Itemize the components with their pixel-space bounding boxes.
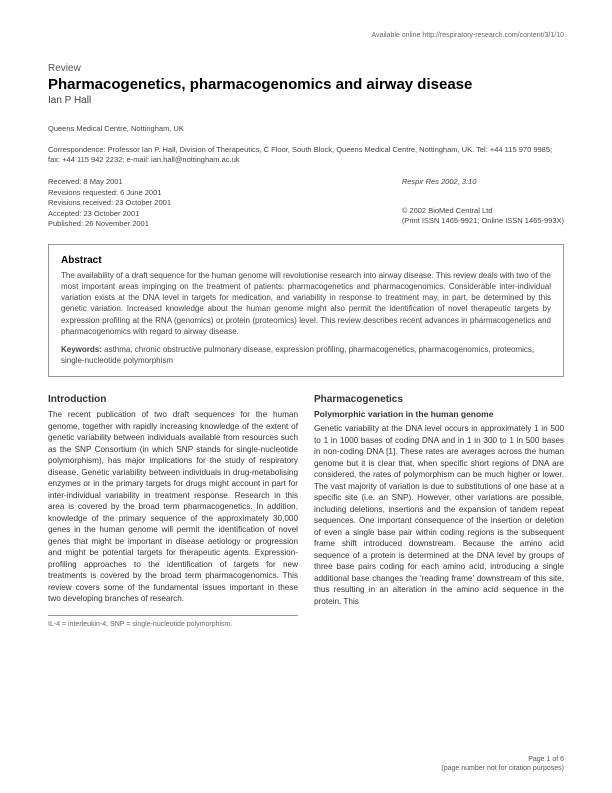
keywords-label: Keywords: [61,345,102,354]
dates-left: Received: 8 May 2001 Revisions requested… [48,177,171,230]
author-name: Ian P Hall [48,95,564,106]
correspondence: Correspondence: Professor Ian P. Hall, D… [48,145,564,165]
date-revisions-requested: Revisions requested: 6 June 2001 [48,188,171,199]
abstract-heading: Abstract [61,255,551,266]
date-published: Published: 26 November 2001 [48,219,171,230]
article-type: Review [48,63,564,74]
journal-info: Respir Res 2002, 3:10 © 2002 BioMed Cent… [402,177,564,230]
date-received: Received: 8 May 2001 [48,177,171,188]
available-online-header: Available online http://respiratory-rese… [48,32,564,39]
journal-citation: Respir Res 2002, 3:10 [402,177,564,188]
pharmacogenetics-text: Genetic variability at the DNA level occ… [314,423,564,607]
abbreviations: IL-4 = interleukin-4; SNP = single-nucle… [48,615,298,630]
pharmacogenetics-heading: Pharmacogenetics [314,393,564,407]
affiliation: Queens Medical Centre, Nottingham, UK [48,124,564,133]
date-accepted: Accepted: 23 October 2001 [48,209,171,220]
left-column: Introduction The recent publication of t… [48,393,298,629]
page-note: (page number not for citation purposes) [441,764,564,773]
issn: (Print ISSN 1465-9921; Online ISSN 1465-… [402,216,564,227]
abstract-text: The availability of a draft sequence for… [61,270,551,337]
copyright: © 2002 BioMed Central Ltd [402,206,564,217]
keywords: Keywords: asthma, chronic obstructive pu… [61,345,551,367]
introduction-text: The recent publication of two draft sequ… [48,409,298,604]
body-columns: Introduction The recent publication of t… [48,393,564,629]
abstract-box: Abstract The availability of a draft seq… [48,244,564,378]
introduction-heading: Introduction [48,393,298,407]
dates-block: Received: 8 May 2001 Revisions requested… [48,177,564,230]
page-number: Page 1 of 6 [441,755,564,764]
article-title: Pharmacogenetics, pharmacogenomics and a… [48,76,564,93]
keywords-list: asthma, chronic obstructive pulmonary di… [61,345,534,365]
page-footer: Page 1 of 6 (page number not for citatio… [441,755,564,773]
right-column: Pharmacogenetics Polymorphic variation i… [314,393,564,629]
polymorphic-subheading: Polymorphic variation in the human genom… [314,409,564,421]
date-revisions-received: Revisions received: 23 October 2001 [48,198,171,209]
